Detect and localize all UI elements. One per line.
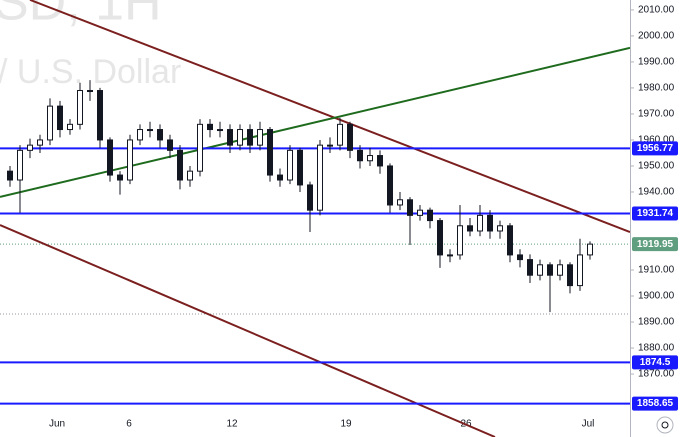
candle-body <box>407 199 413 216</box>
candle-body <box>47 105 53 141</box>
candle-body <box>387 165 393 206</box>
candle-body <box>207 123 213 131</box>
candle-body <box>257 129 263 146</box>
candle-body <box>457 225 463 256</box>
x-tick-label: Jun <box>49 419 65 430</box>
y-tick-label: 1900.00 <box>638 291 675 302</box>
candle-body <box>537 264 543 276</box>
candle-body <box>397 199 403 206</box>
x-tick-label: 19 <box>340 419 352 430</box>
candle-body <box>377 155 383 167</box>
price-tag <box>632 206 678 221</box>
candle-body <box>67 123 73 131</box>
candle-body <box>497 225 503 232</box>
candle-body <box>367 155 373 162</box>
price-tag-label: 1931.74 <box>637 208 674 219</box>
candle-body <box>297 149 303 186</box>
candle-body <box>227 129 233 146</box>
candle-body <box>357 149 363 162</box>
y-tick-label: 2010.00 <box>638 5 675 16</box>
candle-body <box>177 149 183 181</box>
x-tick-label: 6 <box>126 419 132 430</box>
candle-body <box>77 90 83 125</box>
y-tick-label: 1910.00 <box>638 265 675 276</box>
y-tick-label: 1980.00 <box>638 83 675 94</box>
candle-body <box>517 254 523 261</box>
candle-body <box>447 254 453 257</box>
candle-body <box>307 184 313 211</box>
candle-body <box>277 174 283 181</box>
candle-body <box>237 129 243 146</box>
candle-body <box>587 243 593 256</box>
candle-body <box>7 170 13 181</box>
candle-body <box>467 225 473 232</box>
candle-body <box>147 129 153 132</box>
price-tag-label: 1858.65 <box>637 398 674 409</box>
x-tick-label: 12 <box>226 419 238 430</box>
candle-body <box>267 129 273 176</box>
candle-body <box>577 254 583 287</box>
price-tag <box>632 396 678 411</box>
candle-body <box>477 214 483 232</box>
candle-body <box>167 139 173 151</box>
candle-body <box>187 170 193 181</box>
candle-body <box>157 129 163 141</box>
candle-body <box>527 259 533 276</box>
candle-body <box>507 225 513 256</box>
candle-body <box>417 209 423 216</box>
price-tag-label: 1919.95 <box>637 239 674 250</box>
watermark-name: / U.S. Dollar <box>0 53 181 91</box>
candle-body <box>567 264 573 287</box>
candle-body <box>437 220 443 256</box>
price-tag-label: 1956.77 <box>637 143 674 154</box>
y-tick-label: 1960.00 <box>638 135 675 146</box>
candle-body <box>247 129 253 146</box>
candle-body <box>487 214 493 232</box>
candle-body <box>427 209 433 222</box>
y-tick-label: 1970.00 <box>638 109 675 120</box>
candle-body <box>197 123 203 172</box>
price-tag <box>632 355 678 370</box>
y-tick-label: 1990.00 <box>638 57 675 68</box>
candle-body <box>347 123 353 151</box>
price-tag-label: 1874.5 <box>640 357 671 368</box>
candle-body <box>117 174 123 181</box>
candle-body <box>17 149 23 181</box>
y-tick-label: 1950.00 <box>638 161 675 172</box>
candle-body <box>87 90 93 93</box>
candle-body <box>57 105 63 131</box>
price-tag <box>632 237 678 252</box>
candle-body <box>27 144 33 151</box>
candle-body <box>317 144 323 211</box>
candle-body <box>287 149 293 181</box>
candle-body <box>107 139 113 176</box>
trendline <box>0 224 496 437</box>
candle-body <box>97 90 103 141</box>
settings-icon[interactable] <box>656 416 674 434</box>
x-tick-label: Jul <box>582 419 595 430</box>
plot-area: Jun6121926Jul <box>0 0 630 437</box>
y-axis: 2010.00 2000.00 1990.00 1980.00 1970.00 1960.… <box>630 5 678 411</box>
candle-body <box>547 264 553 276</box>
candle-body <box>557 264 563 276</box>
candle-body <box>127 139 133 181</box>
price-tag <box>632 141 678 156</box>
y-tick-label: 2000.00 <box>638 31 675 42</box>
y-tick-label: 1870.00 <box>638 369 675 380</box>
trendline <box>0 46 630 198</box>
watermark-symbol: SD, 1H <box>0 0 162 32</box>
candle-body <box>37 139 43 146</box>
candle-body <box>337 123 343 146</box>
candle-body <box>327 144 333 147</box>
candle-body <box>137 129 143 141</box>
trendline <box>29 0 630 233</box>
candle-body <box>217 129 223 132</box>
y-tick-label: 1890.00 <box>638 317 675 328</box>
y-tick-label: 1880.00 <box>638 343 675 354</box>
y-tick-label: 1940.00 <box>638 187 675 198</box>
